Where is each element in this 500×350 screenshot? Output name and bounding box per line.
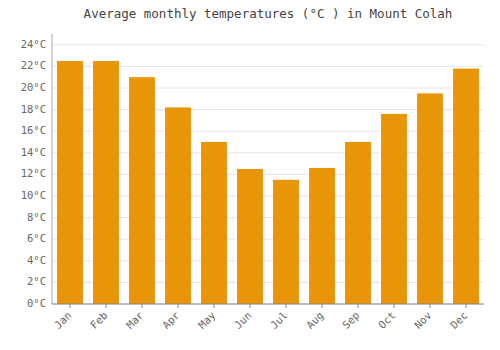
x-tick-label: Sep (340, 309, 362, 331)
title: Average monthly temperatures (°C ) in Mo… (84, 6, 453, 21)
y-tick-label: 8°C (27, 211, 46, 223)
x-tick (142, 304, 143, 308)
x-tick-label: Jul (268, 309, 290, 331)
x-tick (430, 304, 431, 308)
x-tick (358, 304, 359, 308)
y-tick-label: 14°C (21, 146, 46, 158)
bar (381, 114, 407, 304)
x-tick (466, 304, 467, 308)
x-tick-label: Mar (124, 309, 146, 331)
x-tick (106, 304, 107, 308)
y-tick-label: 18°C (21, 103, 46, 115)
y-axis: 0°C 2°C 4°C 6°C 8°C 10°C 12°C 14°C 16°C 18°C 20°C 2… (21, 34, 52, 309)
y-tick-label: 12°C (21, 167, 46, 179)
grid-line (52, 304, 484, 305)
x-tick (214, 304, 215, 308)
x-tick (178, 304, 179, 308)
bars (57, 61, 479, 304)
x-tick (322, 304, 323, 308)
x-tick-label: Apr (160, 309, 182, 331)
x-tick-label: Dec (448, 309, 470, 331)
bar (165, 107, 191, 304)
y-tick-label: 2°C (27, 275, 46, 287)
x-tick-label: Aug (304, 309, 326, 331)
chart: 0°C 2°C 4°C 6°C 8°C 10°C 12°C 14°C 16°C 18°C 20°C 2… (0, 0, 500, 350)
bar (201, 142, 227, 304)
grid (52, 45, 484, 304)
x-tick-label: May (196, 309, 218, 331)
bar (453, 69, 479, 304)
x-tick-label: Nov (412, 309, 434, 331)
x-tick-label: Feb (88, 309, 110, 331)
x-tick (70, 304, 71, 308)
bar (345, 142, 371, 304)
y-tick-label: 20°C (21, 81, 46, 93)
x-axis-line (52, 304, 484, 305)
bar (57, 61, 83, 304)
x-axis: Jan Feb Mar Apr May Jun Jul Aug Sep Oct Nov Dec (52, 304, 484, 331)
bar (309, 168, 335, 304)
bar (93, 61, 119, 304)
x-tick-label: Jun (232, 309, 254, 331)
y-tick-label: 4°C (27, 254, 46, 266)
x-tick-label: Oct (376, 309, 398, 331)
bar (237, 169, 263, 304)
x-tick (250, 304, 251, 308)
y-tick-label: 10°C (21, 189, 46, 201)
x-tick (286, 304, 287, 308)
y-tick-label: 0°C (27, 297, 46, 309)
y-axis-line (52, 34, 53, 304)
y-tick-label: 22°C (21, 59, 46, 71)
y-tick-label: 24°C (21, 38, 46, 50)
bar (273, 180, 299, 304)
bar (417, 93, 443, 304)
grid-line (52, 44, 484, 45)
bar (129, 77, 155, 304)
x-tick-label: Jan (52, 309, 74, 331)
y-tick-label: 6°C (27, 232, 46, 244)
x-tick (394, 304, 395, 308)
y-tick-label: 16°C (21, 124, 46, 136)
